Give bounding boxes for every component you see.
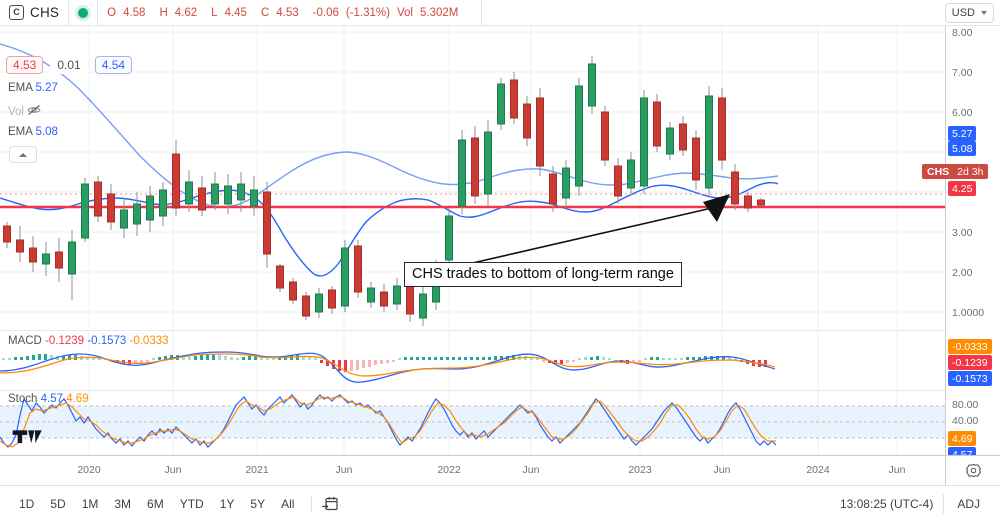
legend-volume-label: Vol: [8, 106, 24, 118]
legend-stoch-k: 4.57: [40, 393, 64, 405]
collapse-pane-button[interactable]: [9, 146, 37, 163]
legend-macd-signal: -0.0333: [129, 335, 169, 347]
symbol-countdown-tag: CHS 2d 3h: [922, 164, 989, 179]
timeframe-5d[interactable]: 5D: [50, 497, 66, 511]
legend-stoch[interactable]: Stoch 4.57 4.69: [8, 393, 89, 405]
legend-volume[interactable]: Vol: [8, 104, 41, 118]
legend-ema-fast-value: 5.27: [35, 82, 58, 94]
spread-value: 0.01: [50, 56, 88, 74]
time-tick-9: Jun: [888, 464, 906, 476]
chart-annotation-label[interactable]: CHS trades to bottom of long-term range: [404, 262, 682, 287]
currency-selector[interactable]: USD: [944, 3, 994, 23]
legend-macd-label: MACD: [8, 335, 42, 347]
stoch-tick-80: 80.00: [952, 399, 979, 411]
legend-macd[interactable]: MACD -0.1239 -0.1573 -0.0333: [8, 335, 169, 347]
price-scale[interactable]: 8.00 7.00 6.00 4.00 3.00 2.00 1.0000 5.2…: [945, 26, 1000, 462]
chart-clock: 13:08:25 (UTC-4): [839, 497, 934, 511]
price-tick-2: 2.00: [952, 267, 973, 279]
stoch-tick-40: 40.00: [952, 415, 979, 427]
toolbar-divider: [311, 495, 313, 513]
price-tick-3: 3.00: [952, 227, 973, 239]
legend-ema-fast-label: EMA: [8, 82, 33, 94]
ohlc-volume: Vol 5.302M: [396, 6, 459, 19]
ohlc-high: H 4.62: [159, 6, 198, 19]
timeframe-3m[interactable]: 3M: [114, 497, 132, 511]
legend-ema-slow[interactable]: EMA 5.08: [8, 126, 58, 138]
macd-line-tag: -0.1573: [948, 371, 992, 386]
ema-slow-price-tag: 5.08: [948, 141, 977, 156]
symbol-button[interactable]: C CHS: [0, 0, 70, 26]
macd-plot: [0, 331, 898, 389]
chart-canvas[interactable]: 4.53 0.01 4.54 EMA 5.27 Vol: [0, 26, 945, 455]
legend-ema-slow-label: EMA: [8, 126, 33, 138]
price-tick-8: 8.00: [952, 27, 973, 39]
legend-stoch-label: Stoch: [8, 393, 38, 405]
calendar-range-icon[interactable]: [321, 495, 339, 513]
ohlc-low: L 4.45: [211, 6, 247, 19]
time-tick-7: Jun: [713, 464, 731, 476]
macd-signal-tag: -0.0333: [948, 339, 992, 354]
legend-stoch-d: 4.69: [66, 393, 89, 405]
price-pill-group[interactable]: 4.53 0.01 4.54: [6, 56, 133, 74]
time-tick-0: 2020: [77, 464, 101, 476]
stoch-d-tag: 4.69: [948, 431, 977, 446]
price-tick-7: 7.00: [952, 67, 973, 79]
time-tick-2: 2021: [245, 464, 269, 476]
symbol-ticker: CHS: [30, 5, 60, 20]
ask-pill[interactable]: 4.54: [94, 56, 133, 74]
timeframe-1y[interactable]: 1Y: [219, 497, 235, 511]
market-status[interactable]: [69, 0, 99, 26]
eye-off-icon[interactable]: [27, 104, 41, 115]
bid-pill[interactable]: 4.53: [6, 56, 44, 74]
legend-ema-fast[interactable]: EMA 5.27: [8, 82, 58, 94]
stochastic-plot: [0, 391, 945, 455]
ohlc-change: -0.06: [312, 6, 339, 19]
time-tick-4: 2022: [437, 464, 461, 476]
ohlc-readout: O 4.58 H 4.62 L 4.45 C 4.53 -0.06 (-1.31%) Vol 5.30…: [98, 0, 483, 26]
timeframe-1d[interactable]: 1D: [19, 497, 35, 511]
ohlc-close: C 4.53: [260, 6, 299, 19]
timeframe-all[interactable]: All: [281, 497, 295, 511]
timeframe-5y[interactable]: 5Y: [250, 497, 266, 511]
time-tick-3: Jun: [335, 464, 353, 476]
last-price-tag: 4.25: [948, 181, 977, 196]
chevron-down-icon: [981, 11, 987, 15]
chart-settings-button[interactable]: [945, 456, 1000, 485]
stochastic-pane[interactable]: Stoch 4.57 4.69: [0, 390, 945, 455]
adjust-data-button[interactable]: ADJ: [943, 494, 994, 514]
bottom-toolbar: 1D 5D 1M 3M 6M YTD 1Y 5Y All 13:08:25 (U…: [0, 485, 1000, 522]
time-tick-1: Jun: [164, 464, 182, 476]
timeframe-1m[interactable]: 1M: [81, 497, 99, 511]
tradingview-logo[interactable]: [12, 424, 46, 449]
market-open-dot-icon: [78, 7, 89, 18]
symbol-logo-icon: C: [9, 5, 24, 20]
currency-label: USD: [951, 7, 975, 19]
timeframe-ytd[interactable]: YTD: [179, 497, 204, 511]
price-tick-6: 6.00: [952, 107, 973, 119]
chart-topbar: C CHS O 4.58 H 4.62 L 4.45 C 4.53 -0.06 (-1.31%) V…: [0, 0, 1000, 26]
time-tick-8: 2024: [806, 464, 830, 476]
time-tick-6: 2023: [628, 464, 652, 476]
timeframe-6m[interactable]: 6M: [147, 497, 164, 511]
time-tick-5: Jun: [522, 464, 540, 476]
ohlc-change-pct: (-1.31%): [345, 6, 390, 19]
legend-ema-slow-value: 5.08: [35, 126, 58, 138]
legend-macd-line: -0.1573: [87, 335, 127, 347]
countdown-remaining: 2d 3h: [957, 165, 984, 178]
time-scale[interactable]: 2020 Jun 2021 Jun 2022 Jun 2023 Jun 2024…: [0, 455, 1000, 485]
legend-macd-hist: -0.1239: [45, 335, 85, 347]
chevron-up-icon: [19, 152, 27, 157]
ema-fast-price-tag: 5.27: [948, 126, 977, 141]
gear-icon: [965, 463, 981, 478]
macd-pane[interactable]: MACD -0.1239 -0.1573 -0.0333: [0, 330, 945, 389]
countdown-symbol: CHS: [927, 165, 950, 178]
macd-hist-tag: -0.1239: [948, 355, 992, 370]
ohlc-open: O 4.58: [107, 6, 146, 19]
price-tick-1: 1.0000: [952, 307, 985, 319]
